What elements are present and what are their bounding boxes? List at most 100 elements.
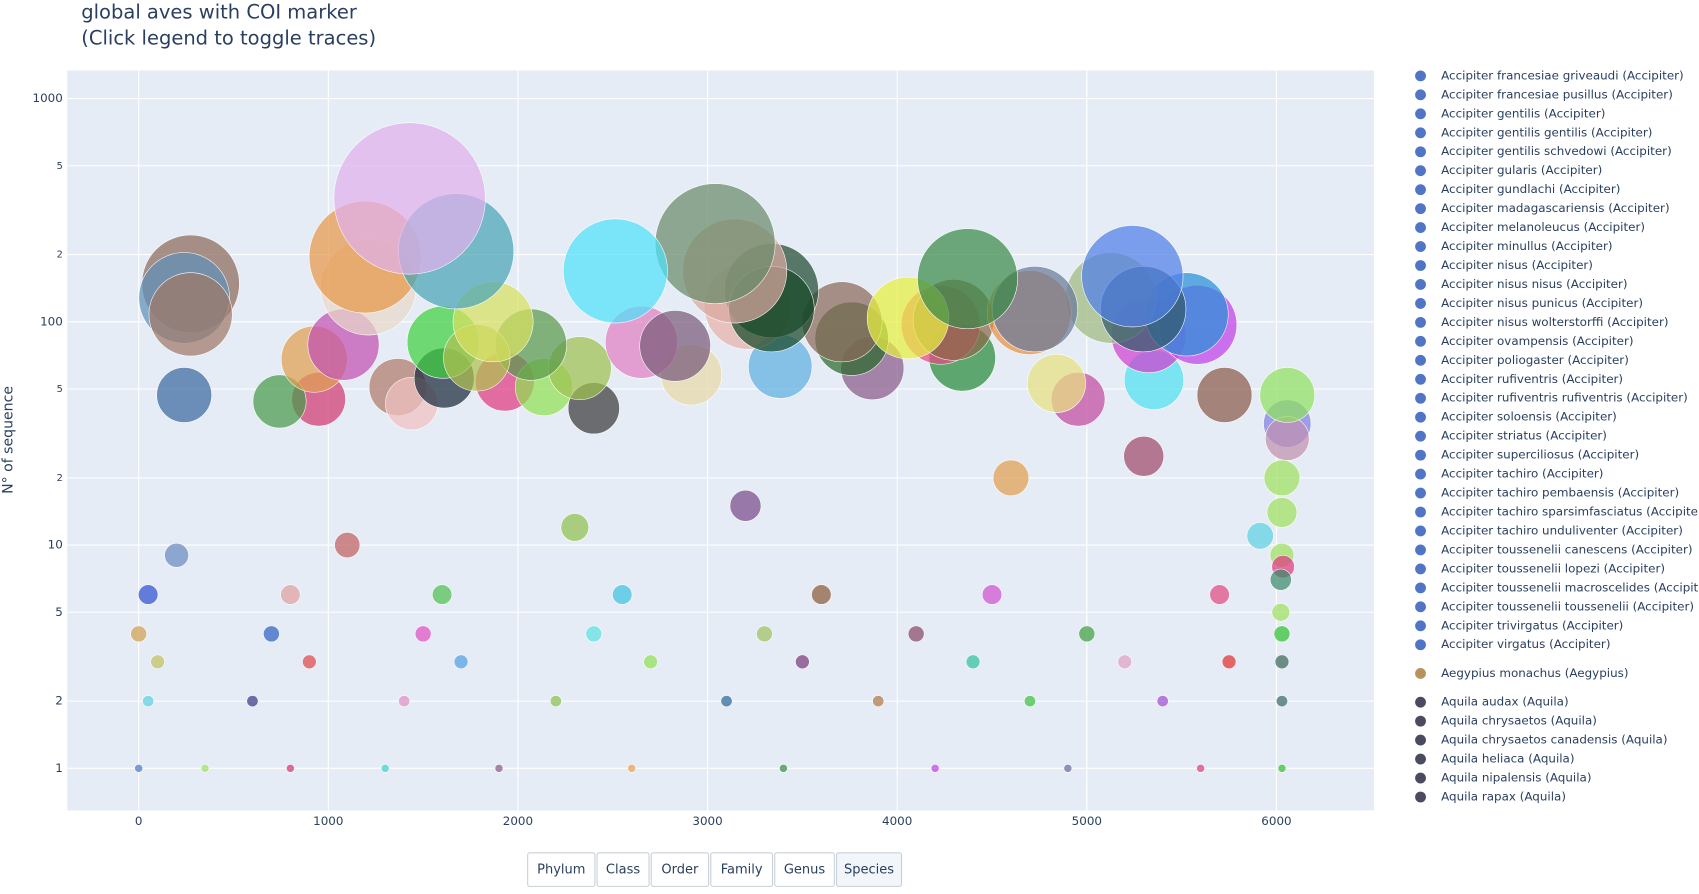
legend-label: Accipiter madagascariensis (Accipiter) [1441,201,1669,215]
legend-marker [1415,696,1426,708]
legend-marker [1415,772,1426,784]
point [1273,625,1291,643]
legend-item[interactable]: Accipiter toussenelii lopezi (Accipiter) [1415,561,1665,575]
legend-marker [1415,525,1426,537]
legend-marker [1415,582,1426,594]
filter-button[interactable]: Family [710,852,774,887]
point [560,513,589,542]
legend-item[interactable]: Accipiter soloensis (Accipiter) [1415,410,1617,424]
y-tick-label: 10 [48,538,63,552]
point [398,695,411,708]
legend-item[interactable]: Accipiter superciliosus (Accipiter) [1415,448,1639,462]
filter-button[interactable]: Genus [774,852,835,887]
point [263,625,280,643]
legend-marker [1415,392,1426,404]
legend-item[interactable]: Accipiter madagascariensis (Accipiter) [1415,201,1670,215]
legend-item[interactable]: Accipiter rufiventris (Accipiter) [1415,372,1623,386]
legend-item[interactable]: Accipiter gularis (Accipiter) [1415,163,1602,177]
legend-label: Accipiter toussenelii toussenelii (Accip… [1441,599,1694,613]
button-box [527,852,596,887]
legend-item[interactable]: Accipiter tachiro sparsimfasciatus (Acci… [1415,505,1699,519]
button-label: Phylum [537,863,585,878]
legend-item[interactable]: Accipiter rufiventris rufiventris (Accip… [1415,391,1688,405]
legend-item[interactable]: Accipiter nisus wolterstorffi (Accipiter… [1415,315,1669,329]
point [1265,416,1310,461]
legend-marker [1415,506,1426,518]
legend-label: Accipiter gentilis gentilis (Accipiter) [1441,125,1652,139]
legend-item[interactable]: Accipiter minullus (Accipiter) [1415,239,1613,253]
point [1156,695,1169,708]
point [164,542,189,568]
legend-label: Accipiter tachiro unduliventer (Accipite… [1441,523,1683,537]
point [639,310,711,382]
legend-label: Accipiter superciliosus (Accipiter) [1441,448,1639,462]
legend-marker [1415,449,1426,461]
legend-label: Accipiter toussenelii lopezi (Accipiter) [1441,561,1665,575]
button-label: Family [721,863,763,878]
legend-item[interactable]: Aquila nipalensis (Aquila) [1415,771,1591,785]
legend-item[interactable]: Aquila heliaca (Aquila) [1415,752,1575,766]
point [811,584,832,605]
legend-item[interactable]: Accipiter francesiae pusillus (Accipiter… [1415,87,1673,101]
filter-button[interactable]: Order [650,852,710,887]
button-label: Class [606,863,640,878]
legend-item[interactable]: Accipiter ovampensis (Accipiter) [1415,334,1634,348]
filter-button[interactable]: Phylum [527,852,596,887]
legend-item[interactable]: Aquila chrysaetos canadensis (Aquila) [1415,733,1668,747]
legend-label: Accipiter francesiae griveaudi (Accipite… [1441,68,1684,82]
legend-item[interactable]: Accipiter toussenelii toussenelii (Accip… [1415,599,1694,613]
button-box [710,852,774,887]
point [1209,584,1230,605]
legend-item[interactable]: Accipiter trivirgatus (Accipiter) [1415,618,1623,632]
legend-label: Accipiter toussenelii canescens (Accipit… [1441,542,1692,556]
point [1117,654,1132,670]
point [1259,367,1316,423]
legend-item[interactable]: Accipiter toussenelii macroscelides (Acc… [1415,580,1699,594]
legend-marker [1415,601,1426,613]
filter-button[interactable]: Class [596,852,650,887]
legend-item[interactable]: Accipiter virgatus (Accipiter) [1415,637,1610,651]
button-label: Genus [784,863,826,878]
legend-item[interactable]: Accipiter nisus nisus (Accipiter) [1415,277,1628,291]
legend-item[interactable]: Accipiter tachiro pembaensis (Accipiter) [1415,486,1679,500]
legend-marker [1415,430,1426,442]
legend-item[interactable]: Accipiter melanoleucus (Accipiter) [1415,220,1645,234]
legend-item[interactable]: Aquila audax (Aquila) [1415,695,1569,709]
point [148,272,233,357]
legend-item[interactable]: Accipiter toussenelii canescens (Accipit… [1415,542,1693,556]
point [138,584,159,605]
legend-item[interactable]: Accipiter gentilis schvedowi (Accipiter) [1415,144,1672,158]
y-axis-label: N° of sequence [1,386,17,494]
legend-item[interactable]: Accipiter francesiae griveaudi (Accipite… [1415,68,1684,82]
legend-item[interactable]: Accipiter gentilis gentilis (Accipiter) [1415,125,1652,139]
point [1274,654,1290,670]
legend-label: Aquila rapax (Aquila) [1441,789,1566,803]
point [302,654,317,670]
legend-item[interactable]: Accipiter nisus punicus (Accipiter) [1415,296,1643,310]
legend-item[interactable]: Accipiter gundlachi (Accipiter) [1415,182,1620,196]
legend-item[interactable]: Accipiter nisus (Accipiter) [1415,258,1593,272]
y-tick-label: 5 [57,161,63,172]
x-tick-label: 0 [135,814,143,828]
legend-item[interactable]: Accipiter striatus (Accipiter) [1415,429,1607,443]
point [130,625,147,643]
legend-item[interactable]: Aegypius monachus (Aegypius) [1415,666,1629,680]
legend-item[interactable]: Accipiter gentilis (Accipiter) [1415,106,1605,120]
legend-item[interactable]: Accipiter tachiro unduliventer (Accipite… [1415,523,1683,537]
x-tick-label: 3000 [692,814,722,828]
legend-item[interactable]: Accipiter tachiro (Accipiter) [1415,467,1603,481]
legend-marker [1415,668,1426,679]
y-tick-label: 5 [57,384,63,395]
point [252,374,307,429]
filter-button[interactable]: Species [835,852,903,887]
point [156,367,212,423]
point [1269,568,1292,591]
legend-marker [1415,620,1426,632]
legend-label: Accipiter minullus (Accipiter) [1441,239,1612,253]
point [917,228,1018,330]
point [134,764,143,773]
legend-item[interactable]: Aquila rapax (Aquila) [1415,789,1566,803]
legend-item[interactable]: Aquila chrysaetos (Aquila) [1415,714,1597,728]
legend-label: Accipiter toussenelii macroscelides (Acc… [1441,580,1699,594]
legend-item[interactable]: Accipiter poliogaster (Accipiter) [1415,353,1629,367]
